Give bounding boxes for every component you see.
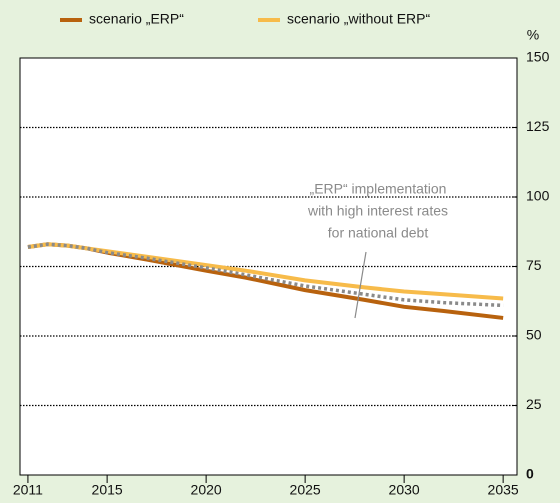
y-tick-label: 25 bbox=[526, 396, 542, 412]
x-tick-label: 2011 bbox=[13, 482, 43, 498]
y-tick-label: 100 bbox=[526, 188, 550, 204]
x-tick-label: 2020 bbox=[191, 482, 222, 498]
annotation: for national debt bbox=[328, 225, 429, 241]
annotation: with high interest rates bbox=[307, 203, 448, 219]
annotation: „ERP“ implementation bbox=[310, 181, 447, 197]
y-tick-label: 0 bbox=[526, 466, 534, 482]
y-unit: % bbox=[527, 27, 539, 43]
plot-area bbox=[19, 57, 518, 476]
y-tick-label: 75 bbox=[526, 257, 542, 273]
y-tick-label: 50 bbox=[526, 327, 542, 343]
legend-label: scenario „ERP“ bbox=[89, 11, 184, 27]
x-tick-label: 2015 bbox=[92, 482, 123, 498]
annotation-pointer bbox=[354, 251, 367, 319]
x-tick-label: 2030 bbox=[389, 482, 420, 498]
series-line bbox=[27, 242, 504, 301]
series-line bbox=[27, 242, 504, 308]
y-tick-label: 125 bbox=[526, 118, 550, 134]
legend-label: scenario „without ERP“ bbox=[287, 11, 431, 27]
y-tick-label: 150 bbox=[526, 49, 550, 65]
x-tick-label: 2035 bbox=[488, 482, 519, 498]
x-tick-label: 2025 bbox=[290, 482, 321, 498]
